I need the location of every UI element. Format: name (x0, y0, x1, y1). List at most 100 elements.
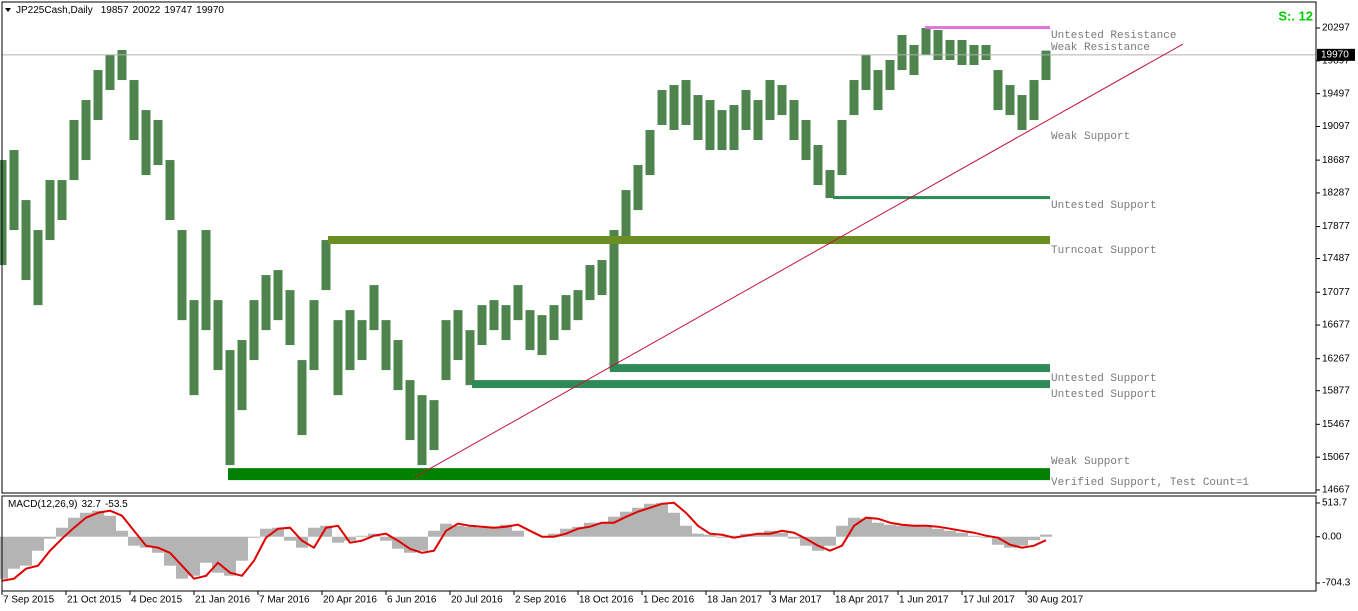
price-bar (1017, 95, 1027, 131)
macd-bar (488, 526, 500, 537)
macd-bar (872, 522, 884, 537)
price-bar (849, 80, 859, 116)
price-bar (1005, 85, 1015, 116)
price-bar (309, 300, 319, 371)
macd-bar (188, 536, 200, 576)
signal-line (1, 501, 1047, 582)
macd-bar (176, 536, 188, 579)
price-bar (105, 55, 115, 91)
macd-bar (668, 512, 680, 537)
price-bar (129, 80, 139, 141)
price-bar (705, 100, 715, 151)
menu-icon[interactable] (5, 8, 11, 12)
price-bar (213, 300, 223, 371)
macd-bar (332, 536, 344, 543)
price-bar (777, 85, 787, 116)
price-bar (729, 105, 739, 151)
x-tick-label: 7 Mar 2016 (259, 595, 310, 606)
price-bar (429, 400, 439, 451)
macd-bar (956, 532, 968, 537)
price-bar (501, 305, 511, 341)
macd-bar (656, 502, 668, 537)
price-bar (693, 95, 703, 141)
zone-label: Untested Support (1051, 389, 1157, 401)
macd-bar (356, 535, 368, 537)
zone-label: Weak Support (1051, 456, 1130, 468)
macd-bar (788, 536, 800, 539)
indicator-name: MACD(12,26,9) (8, 499, 77, 510)
macd-bar (80, 512, 92, 537)
plot-layer: 20297 19897 19497 19097 18687 18287 17877 17487… (0, 23, 1355, 606)
x-tick-label: 2 Sep 2016 (515, 595, 567, 606)
price-bar (81, 100, 91, 161)
macd-bar (116, 530, 128, 537)
macd-bar (944, 530, 956, 537)
x-tick-label: 20 Jul 2016 (451, 595, 503, 606)
y-tick-label: 20297 (1322, 23, 1350, 34)
macd-value: 32.7 (81, 499, 101, 510)
macd-bar (128, 536, 140, 546)
price-bar (393, 340, 403, 391)
trendline (414, 43, 1184, 478)
price-bar (753, 100, 763, 141)
macd-header: MACD(12,26,9) 32.7 -53.5 (8, 499, 128, 510)
price-bar (489, 300, 499, 331)
x-tick-label: 18 Oct 2016 (579, 595, 634, 606)
y-tick-label: 16267 (1322, 353, 1350, 364)
price-bar (909, 44, 919, 76)
price-bar (477, 305, 487, 346)
x-tick-label: 6 Jun 2016 (387, 595, 437, 606)
macd-bar (548, 533, 560, 537)
x-tick-label: 1 Jun 2017 (899, 595, 949, 606)
price-bar (417, 395, 427, 466)
price-bar (573, 290, 583, 321)
price-bar (945, 39, 955, 61)
price-bar (837, 119, 847, 176)
macd-bar (884, 524, 896, 537)
price-bar (297, 360, 307, 436)
ohlc-value: 19857 (101, 5, 129, 16)
macd-bar (860, 518, 872, 537)
price-bar (153, 119, 163, 166)
price-bar (1029, 80, 1039, 120)
macd-bar (836, 525, 848, 537)
macd-bar (464, 526, 476, 537)
y-tick-label: 19497 (1322, 88, 1350, 99)
zone (610, 364, 1050, 373)
price-bar (897, 34, 907, 71)
x-tick-label: 21 Jan 2016 (195, 595, 250, 606)
macd-bar (56, 527, 68, 537)
price-bar (165, 160, 175, 221)
macd-bar (512, 530, 524, 537)
zone (925, 26, 1050, 29)
macd-bar (428, 530, 440, 537)
macd-bar (824, 536, 836, 546)
price-bar (741, 90, 751, 131)
signal-value: -53.5 (105, 499, 128, 510)
macd-bar (8, 536, 20, 569)
symbol: JP225Cash,Daily (16, 5, 93, 16)
macd-bar (164, 536, 176, 566)
price-bar (513, 285, 523, 321)
price-bar (141, 110, 151, 176)
macd-bar (416, 536, 428, 551)
price-bar (813, 145, 823, 186)
macd-bar (1004, 536, 1016, 548)
price-bar (273, 270, 283, 321)
zone (228, 468, 1050, 481)
macd-bar (1016, 536, 1028, 546)
price-bar (717, 110, 727, 151)
price-bar (57, 180, 67, 221)
y-tick-label: 15877 (1322, 385, 1350, 396)
macd-bar (680, 525, 692, 537)
ohlc-value: 20022 (133, 5, 161, 16)
zone (833, 196, 1050, 200)
x-tick-label: 3 Mar 2017 (771, 595, 822, 606)
price-bar (1041, 50, 1051, 81)
y-tick-label: -704.3 (1322, 578, 1351, 589)
macd-bar (476, 527, 488, 537)
price-bar (261, 275, 271, 331)
macd-bar (44, 536, 56, 539)
macd-bar (212, 536, 224, 573)
